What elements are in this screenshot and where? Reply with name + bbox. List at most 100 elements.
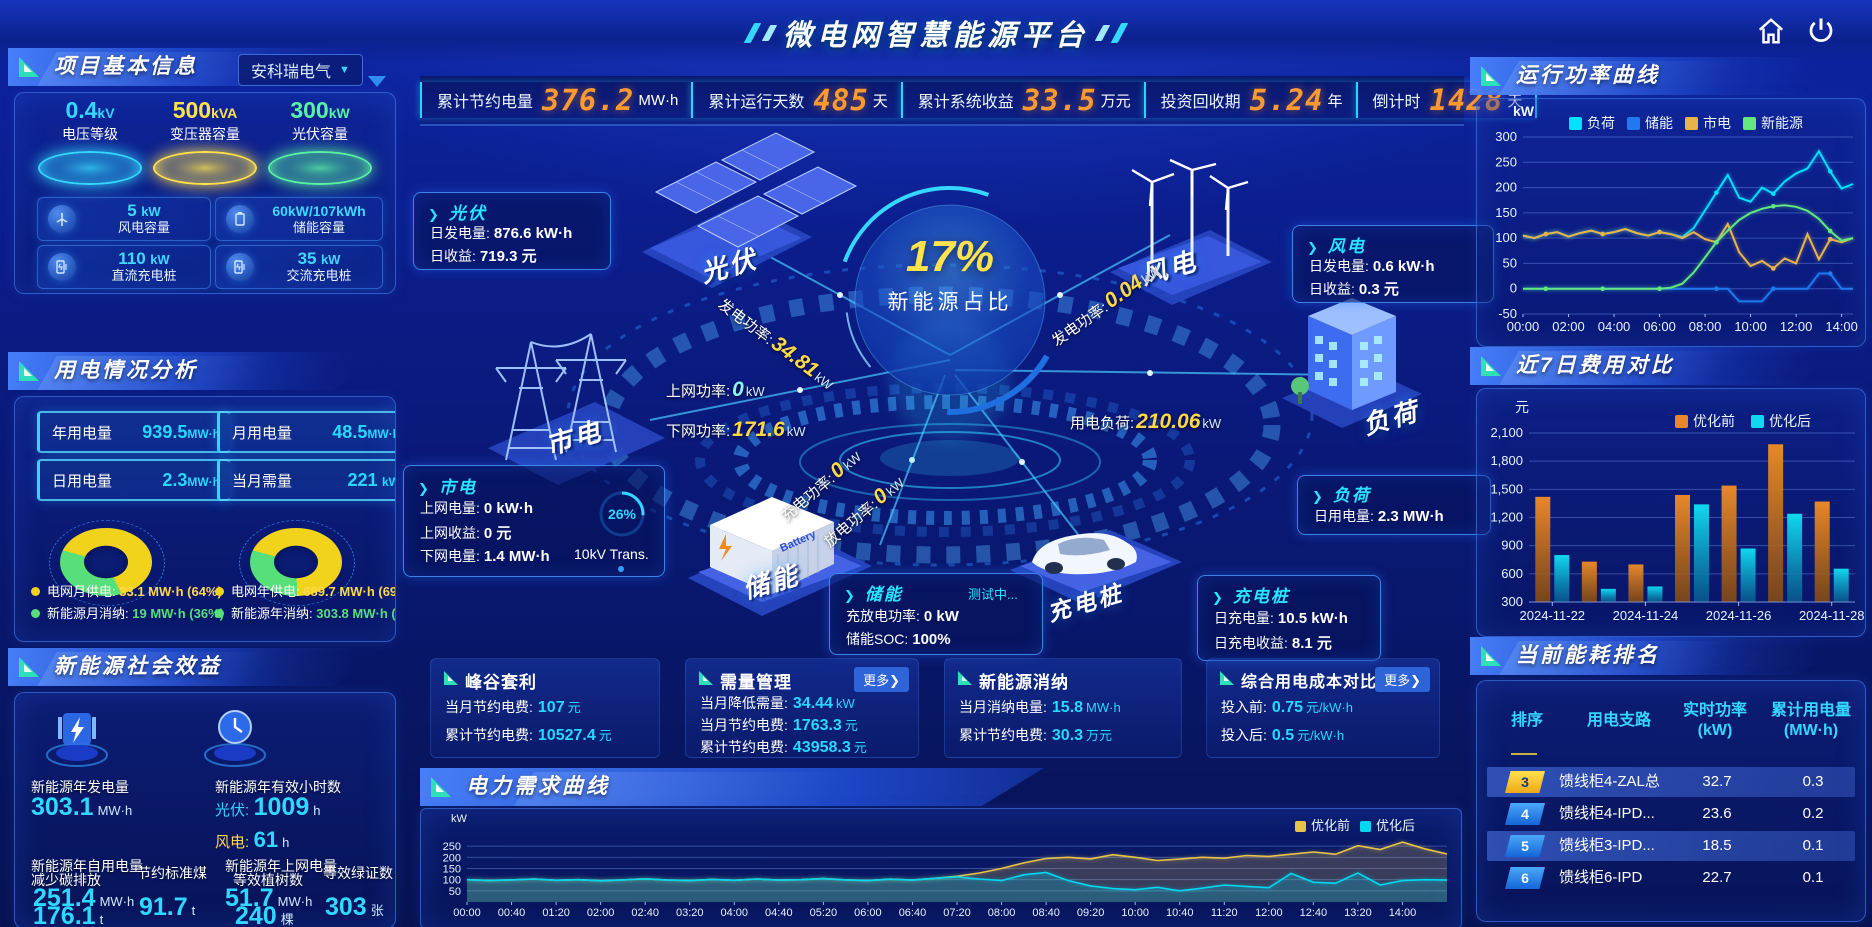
legend-load[interactable]: 负荷	[1569, 113, 1615, 133]
legend-renewable[interactable]: 新能源	[1743, 113, 1803, 133]
box-arrow-icon: ❯	[1312, 489, 1325, 504]
legend-grid[interactable]: 市电	[1685, 113, 1731, 133]
svg-text:150: 150	[443, 864, 461, 876]
legend-grid-month[interactable]: 电网月供电: 33.1 MW·h (64%)	[31, 581, 222, 600]
scroll-indicator	[1511, 753, 1537, 755]
panel-corner-icon	[1481, 66, 1501, 86]
svg-text:250: 250	[443, 841, 461, 853]
benefit-cert-value: 303 张	[325, 893, 384, 921]
panel-corner-icon	[431, 777, 451, 797]
panel-title: 电力需求曲线	[466, 775, 610, 798]
legend-renew-year[interactable]: 新能源年消纳: 303.8 MW·h (31%)	[215, 603, 395, 622]
card-demand-mgmt: 需量管理 更多❯ 当月降低需量: 34.44 kW 当月节约电费: 1763.3 元 累…	[685, 658, 919, 758]
card-corner-icon	[958, 671, 972, 685]
card-peak-valley: 峰谷套利 当月节约电费: 107 元 累计节约电费: 10527.4 元	[430, 658, 660, 758]
svg-text:11:20: 11:20	[1211, 907, 1238, 919]
ranking-rows: 3 馈线柜4-ZAL总 32.7 0.3 4 馈线柜4-IPD... 23.6 …	[1477, 765, 1865, 921]
cost-more-button[interactable]: 更多❯	[1375, 667, 1430, 692]
svg-text:09:20: 09:20	[1077, 907, 1105, 919]
col-branch: 用电支路	[1586, 712, 1651, 729]
svg-text:06:40: 06:40	[899, 907, 927, 919]
legend-after[interactable]: 优化后	[1360, 815, 1415, 834]
svg-text:02:00: 02:00	[1552, 319, 1585, 334]
panel-title: 新能源社会效益	[54, 655, 222, 678]
box-arrow-icon: ❯	[428, 207, 441, 222]
legend-before[interactable]: 优化前	[1295, 815, 1350, 834]
svg-text:00:00: 00:00	[1507, 319, 1540, 334]
transformer-label: 10kV Trans.	[574, 546, 649, 562]
panel-corner-icon	[19, 57, 39, 77]
svg-text:05:20: 05:20	[810, 907, 838, 919]
table-row[interactable]: 3 馈线柜4-ZAL总 32.7 0.3	[1487, 767, 1855, 797]
legend-renew-month[interactable]: 新能源月消纳: 19 MW·h (36%)	[31, 603, 224, 622]
legend-storage[interactable]: 储能	[1627, 113, 1673, 133]
renewable-share-value: 17%	[905, 232, 995, 281]
svg-text:1,500: 1,500	[1490, 481, 1523, 496]
legend-grid-year[interactable]: 电网年供电: 689.7 MW·h (69%)	[215, 581, 395, 600]
flow-from-grid-power: 下网功率:171.6 kW	[666, 418, 806, 441]
benefit-coal-label: 节约标准煤	[137, 865, 207, 881]
flow-load-power: 用电负荷:210.06 kW	[1070, 410, 1222, 433]
svg-text:2024-11-28: 2024-11-28	[1799, 608, 1865, 623]
cost-legend: 优化前 优化后	[1675, 411, 1811, 431]
wind-turbine-art	[1110, 158, 1272, 305]
panel-corner-icon	[1481, 646, 1501, 666]
svg-text:01:20: 01:20	[542, 907, 570, 919]
battery-storage-art: Battery	[688, 497, 872, 616]
podium-pv-capacity: 300kW 光伏容量	[261, 98, 379, 185]
svg-text:02:40: 02:40	[631, 907, 659, 919]
svg-text:04:00: 04:00	[721, 907, 749, 919]
benefit-tree-label: 等效植树数	[233, 872, 303, 888]
card-renewable-absorb: 新能源消纳 当月消纳电量: 15.8 MW·h 累计节约电费: 30.3 万元	[944, 658, 1182, 758]
benefit-cert-label: 等效绿证数	[323, 865, 393, 881]
legend-after[interactable]: 优化后	[1751, 411, 1811, 431]
panel-cost-compare-body: 2,100 1,800 1,500 1,200 900 600 300 2024-11-22 2…	[1476, 388, 1866, 637]
svg-text:50: 50	[1503, 255, 1517, 270]
demand-legend: 优化前 优化后	[1295, 815, 1415, 834]
rank-badge: 6	[1505, 867, 1545, 889]
svg-text:13:20: 13:20	[1344, 907, 1372, 919]
svg-text:50: 50	[449, 886, 461, 898]
svg-text:08:00: 08:00	[988, 907, 1016, 919]
panel-power-curve-header: 运行功率曲线	[1470, 57, 1864, 96]
panel-title: 当前能耗排名	[1516, 644, 1660, 667]
panel-title: 运行功率曲线	[1516, 64, 1660, 87]
wind-info-box: ❯ 风电 日发电量: 0.6 kW·h 日收益: 0.3 元	[1292, 225, 1494, 303]
svg-text:600: 600	[1501, 566, 1523, 581]
svg-text:02:00: 02:00	[587, 907, 615, 919]
panel-usage-header: 用电情况分析	[8, 352, 400, 391]
svg-text:04:40: 04:40	[765, 907, 793, 919]
benefit-wind-hours: 风电: 61 h	[215, 827, 290, 852]
col-power: 实时功率 (kW)	[1682, 702, 1747, 739]
svg-text:200: 200	[1495, 180, 1517, 195]
benefit-coal-value: 91.7 t	[139, 893, 196, 921]
benefit-co2-value: 176.1 t	[33, 902, 104, 927]
collapse-arrow-icon[interactable]	[368, 76, 386, 87]
ev-car-art	[1010, 530, 1182, 604]
podium-voltage: 0.4kV 电压等级	[31, 98, 149, 185]
company-name: 安科瑞电气	[251, 64, 332, 81]
rank-badge: 3	[1505, 771, 1545, 793]
panel-cost-compare-header: 近7日费用对比	[1470, 347, 1864, 386]
table-row[interactable]: 4 馈线柜4-IPD... 23.6 0.2	[1487, 799, 1855, 829]
power-button[interactable]	[1806, 16, 1836, 46]
capacity-storage: 60kW/107kWh 储能容量	[215, 197, 383, 241]
svg-text:12:00: 12:00	[1255, 907, 1283, 919]
benefit-export-label: 新能源年上网电量	[225, 858, 337, 874]
grid-info-box: ❯ 市电 上网电量: 0 kW·h 上网收益: 0 元 下网电量: 1.4 MW·h 2…	[403, 465, 665, 577]
legend-before[interactable]: 优化前	[1675, 411, 1735, 431]
company-dropdown[interactable]: 安科瑞电气 ▼	[238, 54, 363, 86]
rank-badge: 4	[1505, 803, 1545, 825]
hours-podium-icon	[204, 710, 266, 767]
table-row[interactable]: 5 馈线柜3-IPD... 18.5 0.1	[1487, 831, 1855, 861]
panel-demand-header: 电力需求曲线	[420, 768, 1460, 807]
home-button[interactable]	[1756, 16, 1786, 46]
renewable-share-caption: 新能源占比	[887, 291, 1013, 314]
table-row[interactable]: 6 馈线柜6-IPD 22.7 0.1	[1487, 863, 1855, 893]
benefit-self-value: 251.4 MW·h	[33, 884, 135, 912]
svg-text:900: 900	[1501, 538, 1523, 553]
demand-more-button[interactable]: 更多❯	[854, 667, 909, 692]
svg-text:06:00: 06:00	[854, 907, 882, 919]
